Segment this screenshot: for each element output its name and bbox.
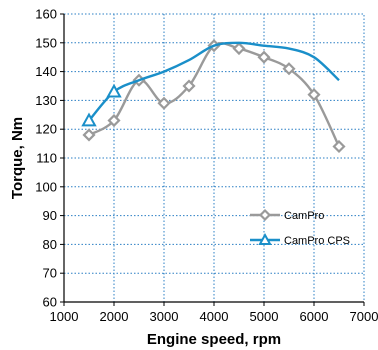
y-tick-label: 100	[35, 179, 57, 194]
y-tick-label: 160	[35, 7, 57, 22]
y-axis-title: Torque, Nm	[9, 117, 26, 199]
y-tick-label: 140	[35, 64, 57, 79]
y-tick-label: 80	[43, 237, 57, 252]
series-line-campro-cps	[88, 41, 340, 122]
x-tick-label: 4000	[200, 309, 229, 324]
campro-point	[232, 42, 246, 56]
campro-point	[82, 128, 96, 142]
legend-label-campro: CamPro	[284, 210, 324, 222]
y-tick-label: 130	[35, 93, 57, 108]
campro-point	[332, 139, 346, 154]
campro-point	[182, 79, 196, 93]
campro-point	[307, 88, 321, 102]
y-tick-label: 120	[35, 122, 57, 137]
legend-marker-campro-cps	[258, 232, 272, 245]
campro-point	[257, 50, 271, 64]
x-tick-label: 2000	[100, 309, 129, 324]
x-tick-label: 7000	[350, 309, 378, 324]
campro-point	[157, 96, 171, 110]
x-tick-label: 5000	[250, 309, 279, 324]
campro-point	[282, 62, 296, 76]
legend-marker-campro	[258, 208, 272, 222]
campro-cps-point	[81, 112, 97, 127]
campro-point	[107, 114, 121, 128]
x-tick-label: 6000	[300, 309, 329, 324]
y-tick-label: 90	[43, 208, 57, 223]
legend-label-campro-cps: CamPro CPS	[284, 235, 350, 247]
x-tick-label: 3000	[150, 309, 179, 324]
x-axis-title: Engine speed, rpm	[147, 331, 281, 348]
y-tick-label: 70	[43, 266, 57, 281]
y-tick-label: 150	[35, 35, 57, 50]
x-tick-label: 1000	[50, 309, 79, 324]
y-tick-label: 60	[43, 295, 57, 310]
campro-cps-point	[106, 83, 122, 98]
y-tick-label: 110	[36, 151, 57, 166]
